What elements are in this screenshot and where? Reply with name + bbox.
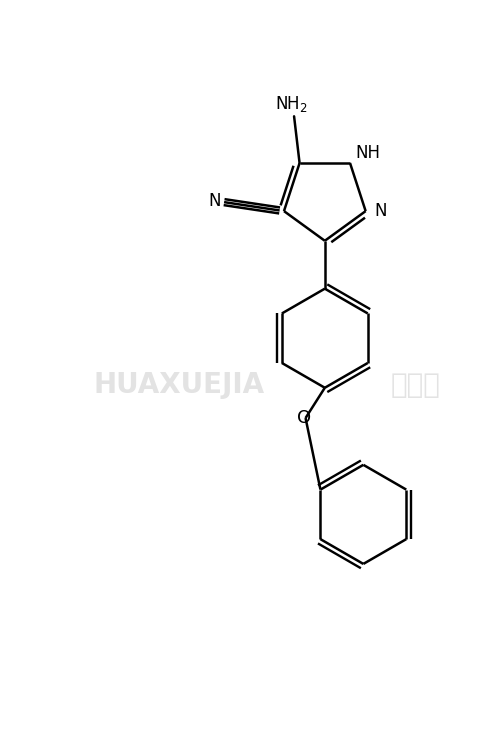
Text: NH: NH: [355, 144, 380, 162]
Text: N: N: [375, 202, 387, 220]
Text: N: N: [208, 192, 220, 210]
Text: HUAXUEJIA: HUAXUEJIA: [93, 371, 265, 399]
Text: NH$_2$: NH$_2$: [275, 94, 308, 114]
Text: 化学加: 化学加: [391, 371, 440, 399]
Text: O: O: [298, 409, 312, 427]
